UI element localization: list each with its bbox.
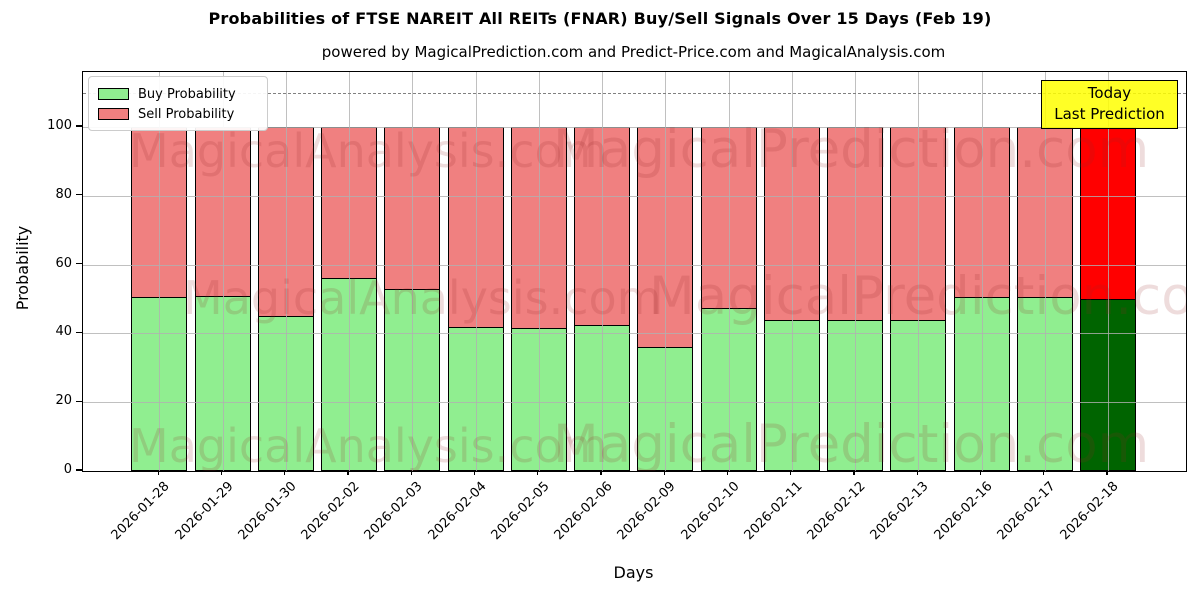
watermark-layer: MagicalAnalysis.com MagicalPrediction.com… xyxy=(83,72,1186,471)
v-gridline xyxy=(349,72,351,471)
x-tick xyxy=(1043,470,1045,475)
x-tick xyxy=(853,470,855,475)
v-gridline xyxy=(602,72,603,471)
h-gridline xyxy=(83,333,1186,335)
x-tick xyxy=(600,470,602,475)
buy-swatch xyxy=(98,88,129,100)
y-tick-label: 80 xyxy=(55,186,72,202)
y-tick-label: 20 xyxy=(55,393,72,409)
legend-label-buy: Buy Probability xyxy=(138,86,236,102)
watermark-text: MagicalPrediction.com xyxy=(553,414,1150,471)
v-gridline xyxy=(222,72,224,471)
v-gridline xyxy=(1044,72,1046,471)
chart-subtitle: powered by MagicalPrediction.com and Pre… xyxy=(321,43,946,61)
plot-area: MagicalAnalysis.com MagicalPrediction.com… xyxy=(82,71,1187,472)
y-tick-label: 0 xyxy=(63,462,72,477)
x-tick xyxy=(347,470,349,475)
y-tick xyxy=(76,194,82,196)
grid-layer xyxy=(83,72,1186,471)
watermark-text: MagicalAnalysis.com xyxy=(129,124,608,178)
h-gridline xyxy=(83,127,1186,128)
y-tick xyxy=(76,469,82,471)
y-tick xyxy=(76,125,82,127)
watermark-text: MagicalPrediction.com xyxy=(553,119,1150,180)
x-tick xyxy=(916,470,918,475)
v-gridline xyxy=(412,72,414,471)
y-tick xyxy=(76,262,82,265)
sell-swatch xyxy=(98,108,129,120)
v-gridline xyxy=(285,72,287,471)
v-gridline xyxy=(918,72,920,471)
v-gridline xyxy=(1108,72,1109,471)
v-gridline xyxy=(538,72,540,471)
legend-item-buy: Buy Probability xyxy=(98,84,258,104)
legend: Buy Probability Sell Probability xyxy=(88,76,268,131)
v-gridline xyxy=(159,72,161,471)
y-tick-label: 100 xyxy=(47,118,72,133)
h-gridline xyxy=(83,402,1186,404)
x-tick xyxy=(410,470,412,475)
x-tick xyxy=(979,470,982,475)
x-tick xyxy=(157,470,159,475)
y-tick-label: 40 xyxy=(55,324,72,340)
y-tick xyxy=(76,400,82,402)
v-gridline xyxy=(981,72,983,471)
v-gridline xyxy=(855,72,856,471)
legend-label-sell: Sell Probability xyxy=(138,106,235,122)
x-tick xyxy=(284,470,286,475)
x-axis-label: Days xyxy=(613,563,654,582)
x-tick xyxy=(663,470,665,475)
h-gridline xyxy=(83,195,1186,197)
watermark-text: MagicalAnalysis.com xyxy=(183,271,662,325)
annotation-line-2: Last Prediction xyxy=(1054,105,1165,123)
watermark-text: MagicalPrediction.com xyxy=(649,266,1186,327)
v-gridline xyxy=(665,72,667,471)
y-tick xyxy=(76,331,82,334)
y-axis-label: Probability xyxy=(13,225,32,311)
threshold-line xyxy=(83,92,1186,94)
h-gridline xyxy=(83,264,1186,266)
y-tick-label: 60 xyxy=(55,255,72,271)
x-tick xyxy=(473,470,476,475)
v-gridline xyxy=(475,72,477,471)
x-tick xyxy=(790,470,792,475)
watermark-text: MagicalAnalysis.com xyxy=(129,419,608,471)
v-gridline xyxy=(791,72,793,471)
legend-item-sell: Sell Probability xyxy=(98,104,258,124)
x-tick xyxy=(726,470,729,475)
x-tick xyxy=(537,470,539,475)
chart-title: Probabilities of FTSE NAREIT All REITs (… xyxy=(208,9,992,28)
annotation-line-1: Today xyxy=(1087,84,1132,102)
today-annotation: Today Last Prediction xyxy=(1041,80,1178,129)
x-tick xyxy=(1106,470,1108,475)
x-tick xyxy=(220,470,223,475)
v-gridline xyxy=(728,72,730,471)
